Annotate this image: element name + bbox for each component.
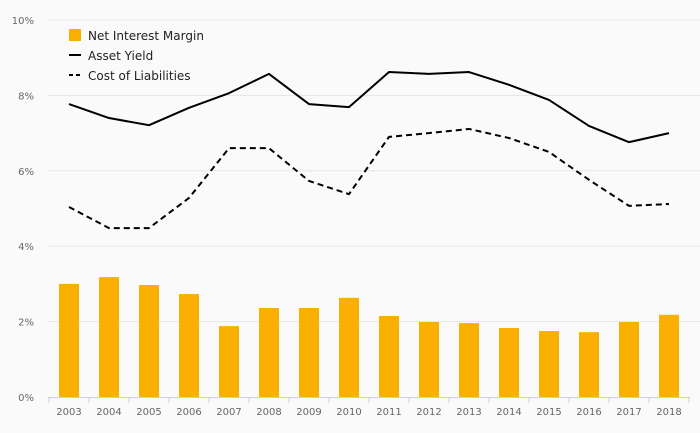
x-tick-label: 2011 xyxy=(376,407,401,418)
bar-2013 xyxy=(459,323,479,397)
y-tick-label: 6% xyxy=(18,167,34,178)
bar-2017 xyxy=(619,321,639,397)
bar-2008 xyxy=(259,308,279,397)
line-cost-of-liabilities xyxy=(68,127,670,230)
x-tick-label: 2005 xyxy=(136,407,161,418)
bar-2004 xyxy=(99,277,119,397)
y-axis: 0% 2% 4% 6% 8% 10% xyxy=(12,16,34,404)
bar-2012 xyxy=(419,321,439,397)
x-tick-label: 2007 xyxy=(216,407,241,418)
x-tick-label: 2015 xyxy=(536,407,561,418)
y-tick-label: 4% xyxy=(18,242,34,253)
lines xyxy=(68,71,670,230)
legend-swatch-net-interest-margin xyxy=(69,29,81,41)
bar-2011 xyxy=(379,315,399,397)
legend-label-asset-yield: Asset Yield xyxy=(88,49,153,63)
x-tick-label: 2014 xyxy=(496,407,521,418)
x-tick-label: 2013 xyxy=(456,407,481,418)
bar-2007 xyxy=(219,326,239,397)
x-tick-label: 2009 xyxy=(296,407,321,418)
line-asset-yield xyxy=(68,71,670,144)
legend-label-cost-of-liabilities: Cost of Liabilities xyxy=(88,69,191,83)
bar-2003 xyxy=(59,283,79,397)
x-tick-label: 2004 xyxy=(96,407,121,418)
x-tick-label: 2006 xyxy=(176,407,201,418)
legend: Net Interest Margin Asset Yield Cost of … xyxy=(69,29,204,83)
bar-2010 xyxy=(339,297,359,397)
bar-2015 xyxy=(539,331,559,397)
bar-2005 xyxy=(139,285,159,397)
bar-2018 xyxy=(659,314,679,397)
bar-2016 xyxy=(579,332,599,397)
gridlines xyxy=(48,19,700,323)
legend-label-net-interest-margin: Net Interest Margin xyxy=(88,29,204,43)
x-tick-label: 2017 xyxy=(616,407,641,418)
x-tick-label: 2012 xyxy=(416,407,441,418)
bar-2006 xyxy=(179,294,199,397)
y-tick-label: 2% xyxy=(18,318,34,329)
y-tick-label: 8% xyxy=(18,91,34,102)
bars-net-interest-margin xyxy=(59,277,679,397)
y-tick-label: 0% xyxy=(18,393,34,404)
x-axis: 2003 2004 2005 2006 2007 2008 2009 2010 2011 2012… xyxy=(48,397,690,418)
y-tick-label: 10% xyxy=(12,16,34,27)
x-tick-label: 2010 xyxy=(336,407,361,418)
x-tick-label: 2016 xyxy=(576,407,601,418)
bar-2009 xyxy=(299,308,319,397)
x-tick-label: 2008 xyxy=(256,407,281,418)
bar-2014 xyxy=(499,328,519,397)
x-tick-label: 2018 xyxy=(656,407,681,418)
x-tick-label: 2003 xyxy=(56,407,81,418)
